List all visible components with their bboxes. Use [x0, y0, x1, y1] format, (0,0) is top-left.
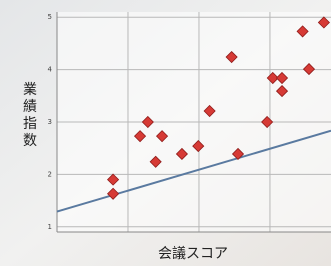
- chart: 会議スコア 業績指数 1 2 3 4 5: [0, 0, 331, 266]
- y-tick-label: 5: [48, 13, 52, 21]
- y-tick-label: 2: [48, 170, 52, 178]
- y-tick-label: 3: [48, 118, 52, 126]
- page: {"chart_data": {"type": "scatter", "x_la…: [0, 0, 331, 266]
- y-tick-label: 1: [48, 223, 52, 231]
- y-tick-label: 4: [48, 66, 53, 74]
- x-axis-label: 会議スコア: [158, 245, 228, 262]
- y-axis-label: 業績指数: [23, 82, 37, 149]
